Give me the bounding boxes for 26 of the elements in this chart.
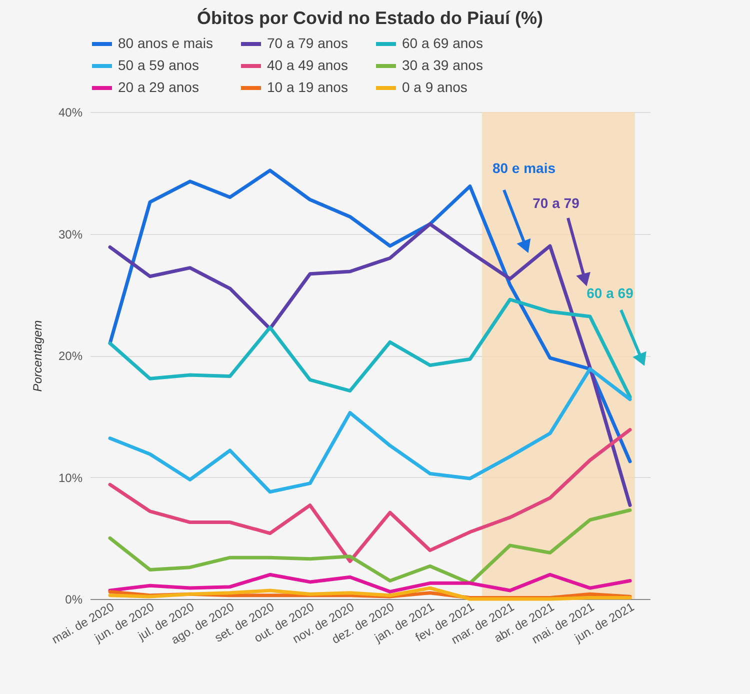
legend-label: 10 a 19 anos bbox=[267, 79, 348, 95]
line-series bbox=[108, 586, 632, 601]
line-series bbox=[108, 572, 632, 594]
legend-label: 20 a 29 anos bbox=[118, 79, 199, 95]
legend-label: 0 a 9 anos bbox=[402, 79, 468, 95]
line-series bbox=[108, 367, 632, 494]
annotation: 60 a 69 bbox=[586, 285, 634, 301]
legend-label: 40 a 49 anos bbox=[267, 57, 348, 73]
y-tick-label: 30% bbox=[58, 227, 83, 242]
legend-label: 70 a 79 anos bbox=[267, 35, 348, 51]
y-tick-label: 0% bbox=[65, 592, 83, 606]
y-tick-label: 20% bbox=[58, 349, 83, 363]
legend-label: 80 anos e mais bbox=[118, 35, 213, 51]
line-series bbox=[108, 222, 632, 508]
y-axis-title: Porcentagem bbox=[30, 320, 44, 392]
annotation: 70 a 79 bbox=[532, 195, 580, 211]
legend-label: 50 a 59 anos bbox=[118, 57, 199, 73]
line-series bbox=[108, 298, 632, 399]
legend-label: 60 a 69 anos bbox=[402, 35, 483, 51]
legend-label: 30 a 39 anos bbox=[402, 57, 483, 73]
line-series bbox=[108, 428, 632, 564]
line-series bbox=[108, 508, 632, 585]
chart-title: Óbitos por Covid no Estado do Piauí (%) bbox=[197, 8, 544, 28]
y-tick-label: 40% bbox=[58, 106, 83, 120]
y-tick-label: 10% bbox=[58, 470, 83, 485]
annotation: 80 e mais bbox=[492, 160, 556, 176]
